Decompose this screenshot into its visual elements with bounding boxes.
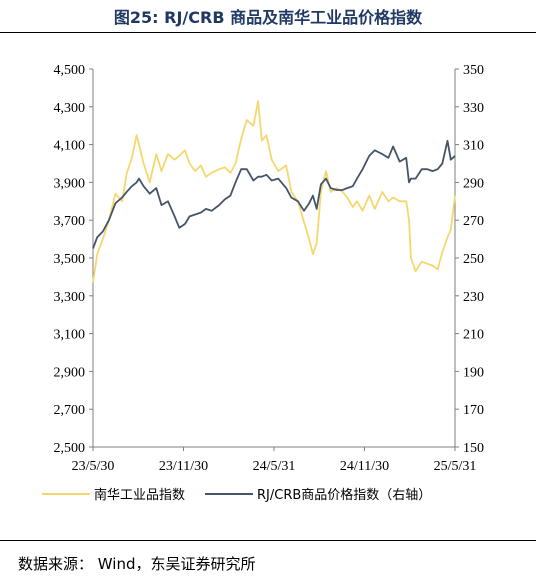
legend-label: 南华工业品指数 [94, 487, 185, 503]
left-tick-label: 4,500 [54, 63, 86, 78]
x-tick-label: 24/5/31 [253, 459, 296, 474]
x-tick-label: 23/11/30 [159, 459, 208, 474]
figure-title: 图25: RJ/CRB 商品及南华工业品价格指数 [113, 8, 423, 27]
right-tick-label: 170 [463, 403, 484, 418]
legend: 南华工业品指数 RJ/CRB商品价格指数（右轴） [42, 487, 431, 503]
right-tick-label: 210 [463, 328, 484, 343]
x-tick-label: 24/11/30 [340, 459, 389, 474]
left-tick-label: 2,900 [54, 365, 86, 380]
x-tick-label: 23/5/30 [72, 459, 115, 474]
right-tick-label: 290 [463, 176, 484, 191]
left-tick-label: 4,300 [54, 101, 86, 116]
series-line-rjcrb [92, 139, 456, 249]
right-tick-label: 250 [463, 252, 484, 267]
right-tick-label: 310 [463, 139, 484, 154]
left-tick-label: 4,100 [54, 139, 86, 154]
axes-layer [89, 68, 459, 451]
right-tick-label: 150 [463, 441, 484, 456]
right-tick-label: 270 [463, 214, 484, 229]
right-tick-label: 350 [463, 63, 484, 78]
right-tick-label: 230 [463, 290, 484, 305]
left-tick-label: 3,700 [54, 214, 86, 229]
legend-label: RJ/CRB商品价格指数（右轴） [257, 487, 431, 503]
left-tick-label: 2,500 [54, 441, 86, 456]
left-tick-label: 3,900 [54, 176, 86, 191]
series-layer [92, 100, 456, 283]
left-tick-label: 2,700 [54, 403, 86, 418]
data-source: 数据来源： Wind，东吴证券研究所 [18, 555, 256, 573]
top-rule [0, 32, 536, 33]
left-tick-label: 3,100 [54, 328, 86, 343]
left-tick-label: 3,500 [54, 252, 86, 267]
series-line-nanhua [92, 100, 456, 283]
tick-labels-layer: 2,500 2,700 2,900 3,100 3,300 3,500 3,700 3,900… [54, 63, 485, 474]
line-chart: 2,500 2,700 2,900 3,100 3,300 3,500 3,700 3,900… [42, 63, 485, 503]
bottom-rule [0, 540, 536, 541]
x-tick-label: 25/5/31 [434, 459, 477, 474]
left-tick-label: 3,300 [54, 290, 86, 305]
right-tick-label: 190 [463, 365, 484, 380]
right-tick-label: 330 [463, 101, 484, 116]
